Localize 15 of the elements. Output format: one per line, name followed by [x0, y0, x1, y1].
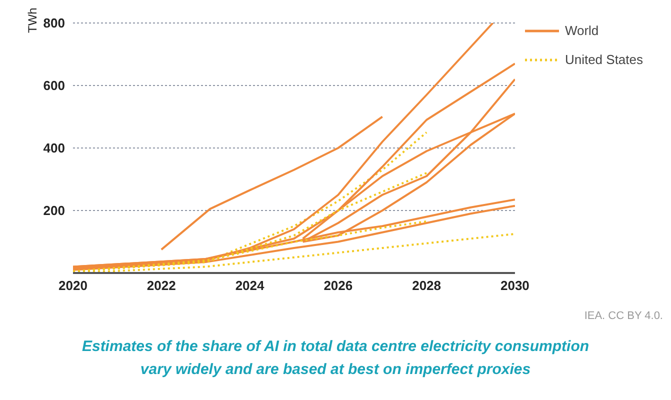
legend-label: United States [564, 52, 643, 67]
x-tick-label: 2028 [412, 278, 442, 294]
y-tick-label: 400 [43, 140, 65, 156]
y-tick-label: 200 [43, 203, 65, 218]
x-tick-label: 2022 [146, 278, 176, 294]
text: IEA. CC BY 4.0. [583, 310, 663, 322]
y-tick-label: 600 [43, 78, 65, 94]
text: Estimates of the share of AI in total data centre electricity consumption vary widely and are based at best on imperfect proxies [80, 337, 590, 380]
legend-label: World [564, 23, 599, 38]
y-axis-title: TWh [26, 8, 40, 33]
x-tick-label: 2030 [500, 278, 530, 294]
y-tick-label: 800 [43, 16, 65, 31]
x-tick-label: 2026 [324, 278, 353, 294]
x-tick-label: 2024 [235, 278, 266, 294]
x-tick-label: 2020 [58, 278, 88, 294]
